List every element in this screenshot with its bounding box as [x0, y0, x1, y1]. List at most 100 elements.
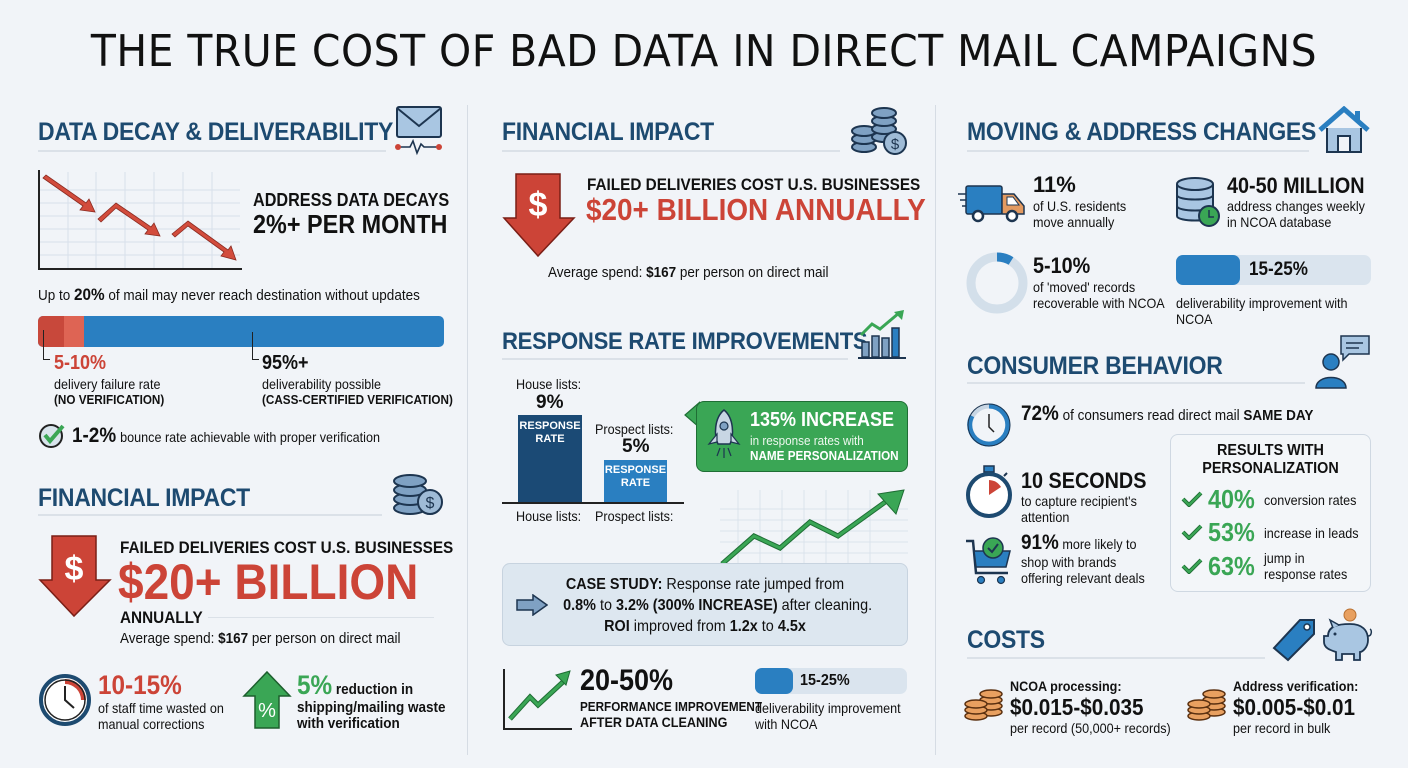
clock-icon: [38, 673, 92, 727]
checkmark-icon: [1181, 491, 1203, 507]
deliverability-line-2: NCOA: [1176, 311, 1213, 327]
waste-label-3: with verification: [297, 715, 400, 732]
recoverable-value: 5-10%: [1033, 253, 1091, 278]
deliverability-progress-fill: [1176, 255, 1240, 285]
growth-arrow-icon: [502, 667, 574, 731]
svg-text:$: $: [891, 136, 900, 153]
deliverability-progress-track: [1176, 255, 1371, 285]
heading-underline: [502, 358, 848, 360]
ncoa-line-2: with NCOA: [755, 716, 818, 732]
price-tag-icon: [1272, 614, 1318, 662]
heading-underline: [967, 657, 1265, 659]
donut-chart-icon: [966, 252, 1028, 314]
percent-up-arrow-icon: %: [242, 670, 292, 730]
verify-cost-note: per record in bulk: [1233, 720, 1331, 736]
decay-rate: 2%+ PER MONTH: [253, 209, 448, 239]
results-card: [1170, 434, 1371, 592]
trend-line-icon: [718, 486, 910, 566]
prospect-list-label: Prospect lists:: [595, 421, 674, 437]
recoverable-line-2: recoverable with NCOA: [1033, 295, 1165, 311]
callout-value: 135% INCREASE: [750, 409, 895, 431]
ncoa-value: 15-25%: [800, 672, 850, 689]
trend-bar-chart-icon: [858, 310, 908, 360]
ncoa-cost-note: per record (50,000+ records): [1010, 720, 1171, 736]
case-study-text: CASE STUDY: Response rate jumped from 0.…: [563, 576, 873, 635]
section-heading: FINANCIAL IMPACT: [38, 484, 250, 512]
deliverability-label: deliverability possible: [262, 376, 382, 392]
performance-line-1: PERFORMANCE IMPROVEMENT: [580, 699, 763, 714]
person-chat-icon: [1313, 334, 1373, 390]
deliverability-line-1: deliverability improvement with: [1176, 295, 1348, 311]
dollar-down-arrow-icon: $: [502, 172, 576, 258]
staff-time-label-2: manual corrections: [98, 716, 205, 732]
house-icon: [1318, 106, 1370, 154]
decay-headline: ADDRESS DATA DECAYS: [253, 190, 450, 210]
axis-label-prospect: Prospect lists:: [595, 508, 674, 524]
coins-dollar-icon: $: [850, 107, 908, 157]
average-spend: Average spend: $167 per person on direct…: [120, 630, 401, 647]
decay-chart-icon: [38, 170, 243, 272]
column-divider: [935, 105, 936, 755]
failure-rate-sub: (NO VERIFICATION): [54, 392, 165, 407]
case-study-box: [502, 563, 908, 646]
ncoa-progress-track: [755, 668, 907, 694]
checkmark-icon: [1181, 558, 1203, 574]
database-clock-icon: [1175, 176, 1221, 228]
ncoa-cost-label: NCOA processing:: [1010, 678, 1122, 694]
house-list-bar: RESPONSE RATE: [518, 415, 582, 502]
average-spend: Average spend: $167 per person on direct…: [548, 264, 829, 281]
dollar-down-arrow-icon: $: [38, 534, 112, 618]
rocket-icon: [704, 408, 744, 462]
recoverable-line-1: of 'moved' records: [1033, 279, 1136, 295]
failure-rate-label: delivery failure rate: [54, 376, 161, 392]
moving-truck-icon: [958, 180, 1026, 224]
check-circle-icon: [38, 421, 66, 449]
checkmark-icon: [1181, 524, 1203, 540]
pointer-line: [252, 332, 259, 360]
failed-deliveries-label: FAILED DELIVERIES COST U.S. BUSINESSES: [587, 175, 921, 194]
section-heading: DATA DECAY & DELIVERABILITY: [38, 118, 394, 146]
ncoa-changes-value: 40-50 MILLION: [1227, 173, 1365, 198]
failed-deliveries-period: ANNUALLY: [120, 608, 203, 627]
chart-axis: [502, 502, 684, 504]
prospect-list-value: 5%: [622, 436, 650, 457]
waste-label-2: shipping/mailing waste: [297, 699, 446, 716]
callout-line-2: in response rates with: [750, 433, 864, 448]
performance-value: 20-50%: [580, 664, 674, 697]
coins-dollar-icon: $: [388, 468, 446, 520]
attention-line-2: attention: [1021, 509, 1070, 525]
performance-line-2: AFTER DATA CLEANING: [580, 714, 728, 730]
waste-reduction: 5% reduction in: [297, 670, 414, 700]
move-rate-value: 11%: [1033, 172, 1076, 197]
arrow-right-icon: [516, 594, 548, 616]
column-divider: [467, 105, 468, 755]
heading-underline: [967, 382, 1305, 384]
ncoa-changes-line-1: address changes weekly: [1227, 198, 1365, 214]
envelope-pulse-icon: [394, 104, 444, 156]
shop-line-3: offering relevant deals: [1021, 570, 1145, 586]
heading-underline: [38, 514, 382, 516]
heading-underline: [502, 150, 840, 152]
house-list-value: 9%: [536, 392, 564, 413]
svg-text:$: $: [426, 495, 435, 512]
move-rate-line-2: move annually: [1033, 214, 1115, 230]
deliverability-value: 15-25%: [1249, 259, 1308, 280]
shop-line-2: shop with brands: [1021, 554, 1117, 570]
shopping-cart-check-icon: [964, 535, 1014, 585]
results-card-title: RESULTS WITH PERSONALIZATION: [1202, 442, 1339, 477]
decay-note: Up to 20% of mail may never reach destin…: [38, 285, 420, 304]
bounce-rate: 1-2% bounce rate achievable with proper …: [72, 424, 380, 447]
ncoa-progress-fill: [755, 668, 793, 694]
staff-time-label-1: of staff time wasted on: [98, 700, 224, 716]
heading-underline: [967, 150, 1309, 152]
failed-deliveries-value: $20+ BILLION ANNUALLY: [586, 192, 926, 227]
failure-rate-value: 5-10%: [54, 352, 107, 374]
coin-stack-icon: [964, 682, 1004, 722]
stopwatch-icon: [964, 464, 1014, 520]
house-list-label: House lists:: [516, 376, 582, 392]
heading-underline: [38, 150, 386, 152]
axis-label-house: House lists:: [516, 508, 582, 524]
failed-deliveries-value: $20+ BILLION: [118, 554, 419, 610]
section-heading: RESPONSE RATE IMPROVEMENTS: [502, 328, 868, 355]
attention-value: 10 SECONDS: [1021, 468, 1147, 493]
